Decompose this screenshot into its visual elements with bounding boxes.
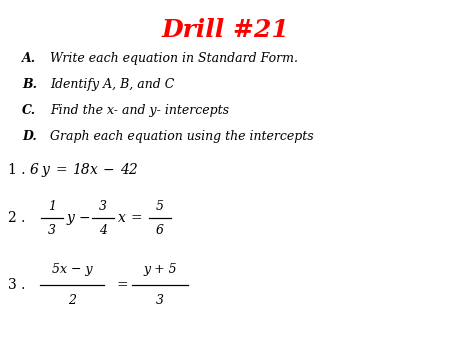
Text: 3 .: 3 . [8,278,25,292]
Text: Find the x- and y- intercepts: Find the x- and y- intercepts [50,104,229,117]
Text: 1 .: 1 . [8,163,26,177]
Text: 4: 4 [99,223,107,237]
Text: x: x [90,163,98,177]
Text: 18: 18 [72,163,90,177]
Text: A.: A. [22,52,36,65]
Text: 1: 1 [48,199,56,213]
Text: Graph each equation using the intercepts: Graph each equation using the intercepts [50,130,314,143]
Text: 3: 3 [156,293,164,307]
Text: y: y [67,211,75,225]
Text: 3: 3 [99,199,107,213]
Text: =: = [130,211,142,225]
Text: B.: B. [22,78,37,91]
Text: 6: 6 [156,223,164,237]
Text: D.: D. [22,130,37,143]
Text: 2: 2 [68,293,76,307]
Text: Write each equation in Standard Form.: Write each equation in Standard Form. [50,52,298,65]
Text: 3: 3 [48,223,56,237]
Text: x: x [118,211,126,225]
Text: C.: C. [22,104,36,117]
Text: 6: 6 [30,163,39,177]
Text: y: y [42,163,50,177]
Text: =: = [56,163,68,177]
Text: y + 5: y + 5 [143,264,177,276]
Text: 42: 42 [120,163,138,177]
Text: 2 .: 2 . [8,211,25,225]
Text: 5: 5 [156,199,164,213]
Text: Drill #21: Drill #21 [161,18,289,42]
Text: 5x − y: 5x − y [52,264,92,276]
Text: −: − [103,163,115,177]
Text: −: − [79,211,90,225]
Text: Identify A, B, and C: Identify A, B, and C [50,78,175,91]
Text: =: = [117,278,129,292]
